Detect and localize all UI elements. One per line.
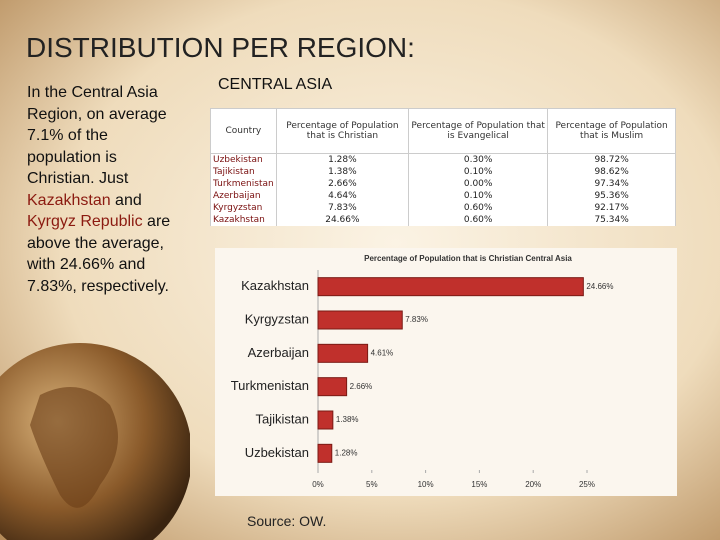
x-tick-label: 0% [312,480,324,489]
bar [317,377,348,397]
x-tick-label: 25% [579,480,595,489]
data-label: 1.38% [336,415,359,424]
source: Source: OW. [247,513,327,529]
bar [317,443,333,463]
header-cell: Percentage of Population that is Christi… [275,108,410,154]
slide-title: DISTRIBUTION PER REGION: [26,32,415,63]
table-row: Kyrgyzstan 7.83% 0.60% 92.17% [210,202,676,214]
x-tick-label: 15% [471,480,487,489]
section-label: CENTRAL ASIA [218,76,333,93]
highlight: Kazakhstan [27,191,111,209]
x-tick-label: 5% [366,480,378,489]
y-tick-label: Kazakhstan [241,278,309,293]
header-cell: Percentage of Population that is Muslim [547,108,676,154]
table-cell: 1.38% [275,166,410,178]
table-row: Tajikistan 1.38% 0.10% 98.62% [210,166,676,178]
table-row: Uzbekistan 1.28% 0.30% 98.72% [210,153,676,166]
globe [0,343,190,540]
y-tick-label: Turkmenistan [231,378,309,393]
body-text: In the Central Asia Region, on average 7… [27,82,177,297]
bar [317,277,584,297]
y-tick-label: Azerbaijan [248,345,309,360]
table-row: Turkmenistan 2.66% 0.00% 97.34% [210,178,676,190]
data-label: 4.61% [371,348,394,357]
table-cell: 7.83% [275,202,410,214]
data-table: Country Percentage of Population that is … [210,108,676,226]
table-cell: 2.66% [275,178,410,190]
table-cell: 0.00% [408,178,549,190]
bar [317,410,334,430]
table-cell: 98.62% [547,166,676,178]
header-cell: Percentage of Population that is Evangel… [408,108,549,154]
body-text: are above the average, with 24.66% and 7… [27,213,171,295]
data-label: 7.83% [405,315,428,324]
bar [317,310,403,330]
table-cell: 0.60% [408,202,549,214]
table-cell: 24.66% [275,214,410,226]
table-cell: 95.36% [547,190,676,202]
data-label: 24.66% [586,282,613,291]
table-cell: 98.72% [547,153,676,166]
body-text: and [110,191,142,209]
bar [317,343,369,363]
table-cell: 75.34% [547,214,676,226]
y-tick-label: Tajikistan [256,411,309,426]
table-cell: 0.60% [408,214,549,226]
chart-title: Percentage of Population that is Christi… [364,254,572,263]
body-text: In the Central Asia Region, on average 7… [27,84,167,187]
data-label: 2.66% [350,382,373,391]
y-tick-label: Uzbekistan [245,445,309,460]
table-cell: 92.17% [547,202,676,214]
x-tick-label: 10% [418,480,434,489]
x-tick-label: 20% [525,480,541,489]
table-cell: 1.28% [275,153,410,166]
table-cell: 0.10% [408,166,549,178]
table-row: Azerbaijan 4.64% 0.10% 95.36% [210,190,676,202]
table-cell: 0.30% [408,153,549,166]
y-tick-label: Kyrgyzstan [245,311,309,326]
table-cell: 0.10% [408,190,549,202]
table-cell: 4.64% [275,190,410,202]
data-label: 1.28% [335,448,358,457]
highlight: Kyrgyz Republic [27,213,143,230]
table-row: Kazakhstan 24.66% 0.60% 75.34% [210,214,676,226]
table-cell: 97.34% [547,178,676,190]
header-cell: Country [210,108,277,154]
